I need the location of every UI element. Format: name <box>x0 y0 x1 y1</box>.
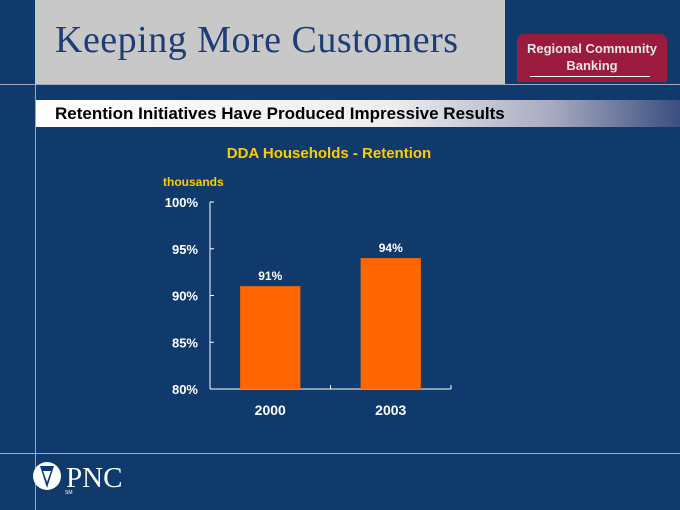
corner-panel <box>0 0 35 84</box>
chart-bars <box>240 258 421 389</box>
y-tick-label: 80% <box>172 382 198 397</box>
chart-axes: 80% 85% 90% 95% 100% <box>165 195 452 397</box>
footer-divider <box>0 453 680 454</box>
subtitle-band <box>36 100 680 127</box>
section-badge: Regional Community Banking <box>517 34 667 82</box>
chart-labels: 91% 2000 94% 2003 <box>255 241 407 418</box>
badge-line-1: Regional Community <box>526 41 657 56</box>
data-label: 91% <box>258 269 282 283</box>
y-tick-label: 100% <box>165 195 199 210</box>
chart-title: DDA Households - Retention <box>227 145 431 162</box>
badge-underline <box>530 76 650 77</box>
bar <box>360 258 421 389</box>
pnc-wordmark: PNC <box>66 462 122 494</box>
badge-line-2: Banking <box>566 58 618 73</box>
slide-subtitle: Retention Initiatives Have Produced Impr… <box>55 104 505 123</box>
header-divider <box>0 84 680 85</box>
y-tick-label: 95% <box>172 242 198 257</box>
pnc-service-mark: SM <box>65 490 73 496</box>
retention-chart: DDA Households - Retention thousands 80%… <box>163 145 452 418</box>
chart-unit-label: thousands <box>163 175 224 189</box>
slide-title: Keeping More Customers <box>55 19 459 61</box>
x-tick-label: 2000 <box>255 402 286 418</box>
pnc-mark-icon <box>33 462 61 490</box>
left-divider <box>35 84 36 510</box>
y-tick-label: 85% <box>172 335 198 350</box>
y-tick-label: 90% <box>172 289 198 304</box>
data-label: 94% <box>379 241 403 255</box>
bar <box>240 286 301 389</box>
pnc-logo: PNC SM <box>33 462 122 496</box>
x-tick-label: 2003 <box>375 402 406 418</box>
